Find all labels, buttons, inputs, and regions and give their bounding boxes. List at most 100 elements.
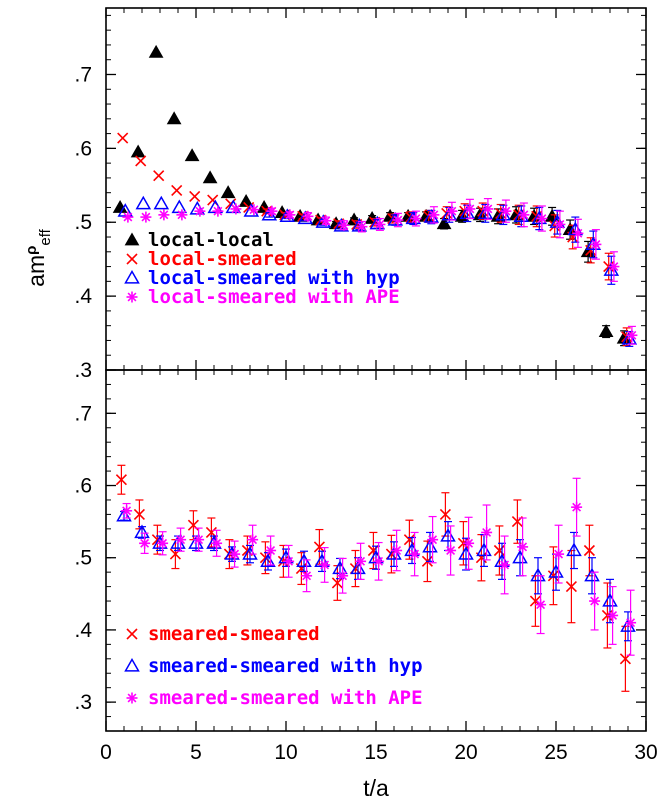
legend-marker-smeared-smeared-stroke-b <box>126 628 138 640</box>
svg-text:amρeff: amρeff <box>23 228 54 286</box>
data-point-local-smeared-with-ape <box>374 218 386 230</box>
x-axis-title: t/a <box>363 775 389 801</box>
data-point-smeared-smeared-with-ape-ray-3 <box>266 546 276 555</box>
data-point-local-smeared-with-ape <box>428 209 440 221</box>
x-tick-label: 10 <box>274 741 297 764</box>
data-point-local-smeared-with-ape-ray-3 <box>375 220 385 229</box>
data-point-smeared-smeared-with-hyp <box>548 564 564 578</box>
data-point-smeared-smeared-with-hyp <box>584 567 600 582</box>
series-smeared-smeared-with-hyp <box>116 507 636 642</box>
data-point-smeared-smeared-stroke-b <box>187 519 199 531</box>
legend-marker-smeared-smeared <box>126 628 138 640</box>
data-point-local-smeared-with-ape <box>140 211 152 223</box>
data-point-smeared-smeared-stroke-b <box>205 526 217 539</box>
legend-label-smeared-smeared-with-ape: smeared-smeared with APE <box>148 687 423 709</box>
legend-marker-smeared-smeared-with-ape-ray-3 <box>127 693 137 703</box>
data-point-smeared-smeared-with-ape-ray-3 <box>536 600 546 610</box>
data-point-smeared-smeared-with-ape-ray-3 <box>464 538 474 548</box>
data-point-smeared-smeared-with-ape <box>481 526 493 538</box>
data-point-local-smeared-with-ape <box>572 227 584 239</box>
data-point-smeared-smeared-with-ape <box>193 534 205 546</box>
data-point-local-smeared-with-ape-ray-3 <box>627 330 637 340</box>
data-point-smeared-smeared-with-ape <box>625 617 637 629</box>
data-point-smeared-smeared-with-ape <box>319 559 331 571</box>
data-point-smeared-smeared-with-ape-ray-3 <box>338 571 348 581</box>
data-point-local-smeared-with-ape-ray-3 <box>537 214 547 224</box>
data-point-local-smeared-with-ape-ray-3 <box>321 216 331 226</box>
data-point-smeared-smeared-stroke-b <box>583 544 595 557</box>
data-point-smeared-smeared-with-ape-ray-3 <box>122 506 132 516</box>
data-point-local-smeared-with-ape <box>446 205 458 217</box>
data-point-local-smeared-with-ape-ray-3 <box>123 212 133 222</box>
data-point-smeared-smeared <box>565 581 577 593</box>
data-point-smeared-smeared-with-ape-ray-3 <box>518 542 528 552</box>
data-point-local-smeared-with-ape-ray-3 <box>357 222 367 232</box>
data-point-smeared-smeared-with-hyp <box>566 542 582 557</box>
y-tick-label: .3 <box>74 359 92 382</box>
data-point-smeared-smeared-with-ape <box>409 548 421 560</box>
data-point-local-smeared-with-ape <box>482 203 494 215</box>
data-point-smeared-smeared-with-ape <box>373 555 385 567</box>
data-point-local-smeared-with-ape-ray-3 <box>519 210 529 220</box>
data-point-smeared-smeared-with-ape <box>445 545 457 556</box>
data-point-smeared-smeared-with-ape-ray-3 <box>626 618 636 628</box>
data-point-local-smeared-with-ape <box>122 211 134 223</box>
x-tick-label: 20 <box>454 741 477 764</box>
data-point-smeared-smeared-with-ape-ray-3 <box>140 538 150 548</box>
data-point-local-smeared-with-ape-ray-3 <box>303 211 313 221</box>
data-point-smeared-smeared <box>115 474 127 486</box>
data-point-smeared-smeared-with-hyp <box>512 549 528 564</box>
data-point-local-local <box>166 111 182 125</box>
y-axis-title-sup: ρ <box>23 246 40 255</box>
data-point-local-smeared-with-ape-ray-3 <box>609 262 619 272</box>
data-point-smeared-smeared-stroke-b <box>313 541 325 553</box>
data-point-local-smeared-with-ape <box>320 215 332 227</box>
data-point-smeared-smeared-with-hyp <box>476 542 492 557</box>
data-point-smeared-smeared-stroke-b <box>439 508 451 520</box>
data-point-smeared-smeared-with-ape-ray-3 <box>356 556 366 566</box>
data-point-smeared-smeared-with-ape-ray-3 <box>212 538 222 548</box>
data-point-smeared-smeared-with-hyp <box>134 524 150 539</box>
y-axis-title-sub: eff <box>37 228 54 245</box>
data-point-smeared-smeared-with-ape-ray-3 <box>374 556 384 566</box>
data-point-smeared-smeared <box>313 541 325 553</box>
data-point-smeared-smeared-with-ape <box>121 505 133 517</box>
data-point-smeared-smeared <box>133 508 145 520</box>
data-point-smeared-smeared-with-ape-ray-3 <box>428 535 438 545</box>
data-point-local-smeared-stroke-b <box>117 132 129 144</box>
data-point-smeared-smeared-with-ape <box>607 609 619 621</box>
data-point-smeared-smeared-with-hyp <box>350 560 366 575</box>
data-point-smeared-smeared-with-hyp <box>260 553 276 567</box>
data-point-local-smeared-with-ape <box>410 213 422 225</box>
data-point-smeared-smeared-with-ape-ray-3 <box>392 546 402 555</box>
data-point-smeared-smeared-with-ape-ray-3 <box>284 556 294 566</box>
data-point-smeared-smeared-with-ape <box>535 599 547 611</box>
data-point-local-smeared-with-ape-ray-3 <box>501 206 511 216</box>
data-point-local-smeared-with-ape-ray-3 <box>465 204 475 214</box>
data-point-local-smeared-with-ape-ray-3 <box>177 210 187 220</box>
data-point-local-smeared <box>153 170 165 182</box>
y-axis-title: amρeff <box>23 228 54 286</box>
data-point-smeared-smeared-with-ape <box>139 537 151 549</box>
data-point-smeared-smeared-with-ape-ray-3 <box>590 596 600 606</box>
data-point-local-smeared-with-ape-ray-3 <box>339 220 349 230</box>
legend-label-smeared-smeared-with-hyp: smeared-smeared with hyp <box>148 655 423 677</box>
legend-marker-local-smeared-with-ape <box>126 291 138 303</box>
data-point-smeared-smeared-with-ape-ray-3 <box>608 611 618 620</box>
y-tick-label: .5 <box>74 547 92 570</box>
legend-label-local-local: local-local <box>148 229 274 251</box>
data-point-smeared-smeared-stroke-b <box>241 544 253 557</box>
data-point-local-smeared-stroke-b <box>171 184 183 197</box>
data-point-local-smeared-with-ape <box>158 209 170 221</box>
data-point-smeared-smeared-with-ape <box>283 555 295 567</box>
legend-marker-local-smeared-with-ape-ray-3 <box>127 292 137 302</box>
data-point-local-smeared-with-ape-ray-3 <box>429 210 439 220</box>
data-point-local-smeared-stroke-b <box>189 190 201 202</box>
y-tick-label: .6 <box>74 137 92 160</box>
data-point-smeared-smeared-with-ape <box>427 534 439 546</box>
data-point-smeared-smeared-with-hyp <box>530 567 546 582</box>
data-point-local-local <box>220 185 236 199</box>
data-point-local-smeared-with-ape-ray-3 <box>393 215 403 225</box>
x-tick-label: 30 <box>634 741 657 764</box>
